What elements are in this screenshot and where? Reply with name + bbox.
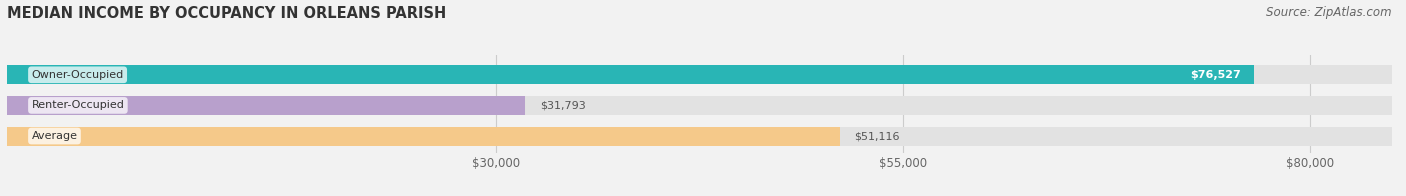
Text: $51,116: $51,116: [855, 131, 900, 141]
Bar: [7, 127, 839, 145]
Text: Owner-Occupied: Owner-Occupied: [31, 70, 124, 80]
Bar: [7, 127, 1392, 145]
Bar: [7, 96, 524, 115]
Bar: [7, 96, 1392, 115]
Bar: [7, 65, 1254, 84]
Text: $31,793: $31,793: [540, 100, 585, 110]
Text: Source: ZipAtlas.com: Source: ZipAtlas.com: [1267, 6, 1392, 19]
Text: $76,527: $76,527: [1189, 70, 1241, 80]
Bar: [7, 65, 1392, 84]
Text: MEDIAN INCOME BY OCCUPANCY IN ORLEANS PARISH: MEDIAN INCOME BY OCCUPANCY IN ORLEANS PA…: [7, 6, 446, 21]
Text: Renter-Occupied: Renter-Occupied: [31, 100, 124, 110]
Text: Average: Average: [31, 131, 77, 141]
